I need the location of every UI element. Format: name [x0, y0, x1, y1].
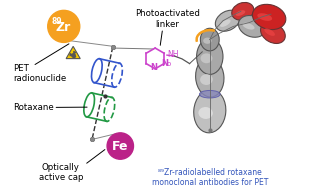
Wedge shape	[73, 51, 77, 55]
Ellipse shape	[238, 15, 266, 37]
Text: PET
radionuclide: PET radionuclide	[13, 64, 66, 84]
Ellipse shape	[196, 57, 224, 97]
Circle shape	[107, 133, 134, 159]
Ellipse shape	[200, 28, 219, 51]
Text: Zr: Zr	[55, 21, 71, 34]
Text: Optically
active cap: Optically active cap	[39, 163, 83, 182]
Wedge shape	[73, 55, 77, 58]
Ellipse shape	[199, 91, 220, 98]
Text: N: N	[162, 59, 169, 68]
Text: Fe: Fe	[112, 139, 129, 153]
Ellipse shape	[220, 19, 231, 27]
Polygon shape	[66, 46, 80, 59]
Text: N: N	[151, 63, 158, 72]
Ellipse shape	[243, 23, 255, 30]
Text: NH: NH	[167, 50, 178, 59]
Circle shape	[48, 10, 80, 42]
Ellipse shape	[198, 107, 213, 119]
Ellipse shape	[215, 10, 240, 31]
Ellipse shape	[197, 39, 223, 74]
Ellipse shape	[201, 53, 212, 63]
Text: 89: 89	[52, 17, 62, 26]
Ellipse shape	[236, 10, 245, 16]
Ellipse shape	[252, 4, 286, 29]
Ellipse shape	[203, 38, 212, 44]
Text: ⁸⁹Zr-radiolabelled rotaxane
monoclonal antibodies for PET: ⁸⁹Zr-radiolabelled rotaxane monoclonal a…	[152, 168, 268, 187]
Ellipse shape	[232, 2, 254, 20]
Ellipse shape	[257, 13, 272, 21]
Ellipse shape	[194, 90, 226, 133]
Ellipse shape	[261, 22, 285, 43]
Text: o: o	[167, 61, 171, 67]
Text: Photoactivated
linker: Photoactivated linker	[135, 9, 200, 29]
Wedge shape	[69, 53, 73, 57]
Ellipse shape	[200, 74, 213, 85]
Ellipse shape	[264, 28, 275, 36]
Text: Rotaxane: Rotaxane	[13, 103, 54, 112]
